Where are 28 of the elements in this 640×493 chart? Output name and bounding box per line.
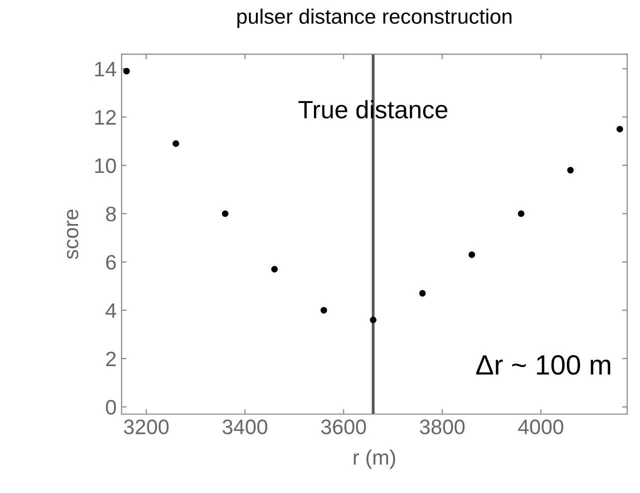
point xyxy=(370,316,376,324)
y-tick-label: 4 xyxy=(106,303,116,318)
point xyxy=(123,68,130,74)
x-tick-label: 4000 xyxy=(518,420,564,434)
annotation: Δr ~ 100 m xyxy=(476,355,610,375)
y-axis-title: score xyxy=(66,210,78,260)
point xyxy=(468,251,476,258)
y-tick-label: 8 xyxy=(106,206,116,222)
y-tick-label: 10 xyxy=(95,158,116,174)
x-tick-label: 3600 xyxy=(321,420,366,434)
x-tick-label: 3400 xyxy=(222,420,268,434)
point xyxy=(518,210,524,217)
x-axis-title: r (m) xyxy=(354,450,396,469)
point xyxy=(567,166,574,174)
x-tick-label: 3200 xyxy=(124,420,169,434)
x-tick-label: 3800 xyxy=(420,420,465,434)
point xyxy=(271,266,278,272)
point xyxy=(320,306,328,314)
point xyxy=(419,290,426,297)
chart-title: pulser distance reconstruction xyxy=(237,8,512,28)
y-tick-label: 2 xyxy=(106,352,116,366)
point xyxy=(172,140,180,147)
point xyxy=(616,126,624,132)
y-tick-label: 14 xyxy=(95,62,116,76)
y-tick-label: 12 xyxy=(95,110,116,125)
point xyxy=(222,210,228,217)
y-tick-label: 6 xyxy=(106,254,116,270)
y-tick-label: 0 xyxy=(106,400,116,415)
